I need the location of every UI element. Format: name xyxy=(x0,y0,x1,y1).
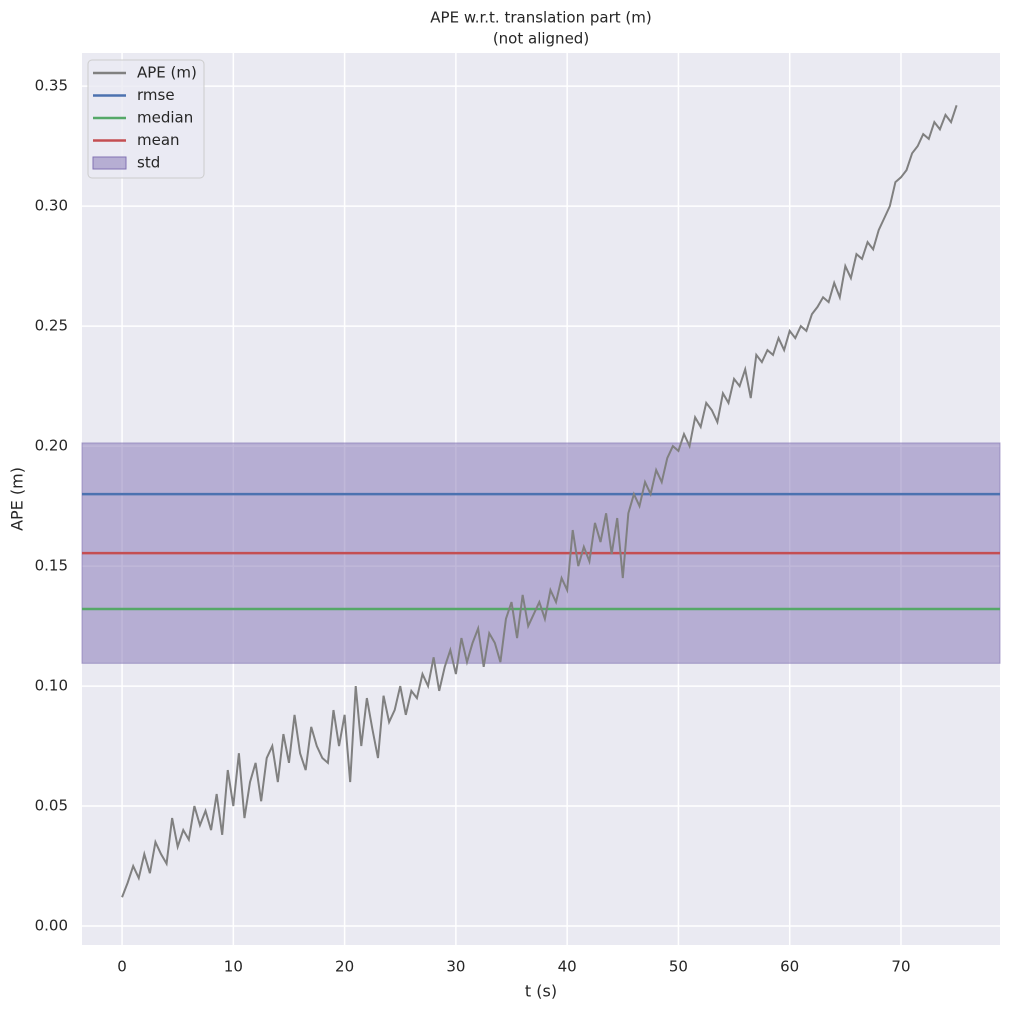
x-tick-label: 10 xyxy=(224,958,243,976)
x-tick-label: 0 xyxy=(117,958,127,976)
legend-label: rmse xyxy=(137,86,175,104)
x-tick-label: 30 xyxy=(446,958,465,976)
legend-swatch xyxy=(92,156,127,170)
legend-label: APE (m) xyxy=(137,64,197,82)
legend-label: median xyxy=(137,109,193,127)
y-tick-label: 0.25 xyxy=(35,317,68,335)
y-axis-label: APE (m) xyxy=(8,467,27,531)
legend-box xyxy=(87,59,205,179)
chart-subtitle: (not aligned) xyxy=(493,30,589,48)
x-tick-label: 50 xyxy=(669,958,688,976)
y-tick-label: 0.30 xyxy=(35,197,68,215)
y-tick-label: 0.35 xyxy=(35,77,68,95)
y-tick-label: 0.05 xyxy=(35,797,68,815)
x-tick-label: 70 xyxy=(891,958,910,976)
y-tick-label: 0.00 xyxy=(35,917,68,935)
y-tick-label: 0.10 xyxy=(35,677,68,695)
x-tick-label: 40 xyxy=(558,958,577,976)
legend-label: std xyxy=(137,154,160,172)
chart-title: APE w.r.t. translation part (m) xyxy=(430,9,651,27)
x-tick-label: 60 xyxy=(780,958,799,976)
y-tick-label: 0.15 xyxy=(35,557,68,575)
legend-label: mean xyxy=(137,131,180,149)
y-tick-label: 0.20 xyxy=(35,437,68,455)
data-line xyxy=(121,105,958,898)
x-tick-label: 20 xyxy=(335,958,354,976)
x-axis-label: t (s) xyxy=(525,982,557,1001)
